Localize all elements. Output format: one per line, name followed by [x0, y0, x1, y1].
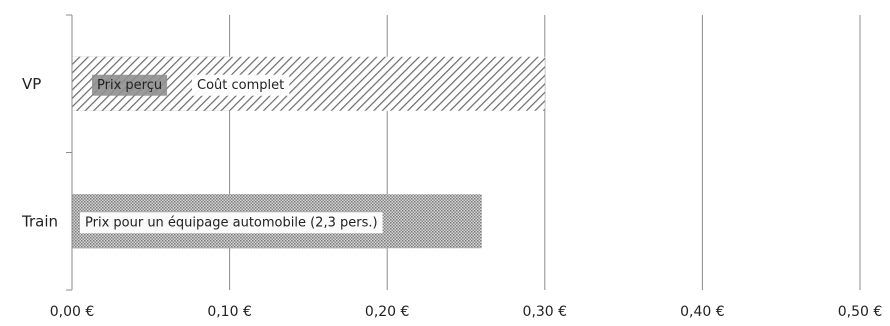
category-label: VP: [22, 75, 41, 93]
bar-label-background: [80, 212, 383, 234]
x-tick-label: 0,00 €: [50, 304, 95, 320]
bar-label: Prix perçu: [97, 78, 162, 93]
gridlines: [229, 15, 861, 290]
category-label: Train: [21, 212, 58, 230]
bar-label-background: [92, 74, 168, 96]
axes: 0,00 € 0,10 € 0,20 € 0,30 € 0,40 € 0,50 € VP Tr…: [21, 14, 883, 320]
bar-label: Coût complet: [197, 78, 284, 93]
bar-label-background: [192, 74, 290, 96]
x-tick-label: 0,40 €: [680, 304, 725, 320]
bar-label: Prix pour un équipage automobile (2,3 pe…: [85, 215, 378, 230]
x-tick-label: 0,30 €: [523, 304, 568, 320]
x-tick-label: 0,10 €: [207, 304, 252, 320]
x-tick-label: 0,50 €: [838, 304, 883, 320]
x-tick-label: 0,20 €: [365, 304, 410, 320]
